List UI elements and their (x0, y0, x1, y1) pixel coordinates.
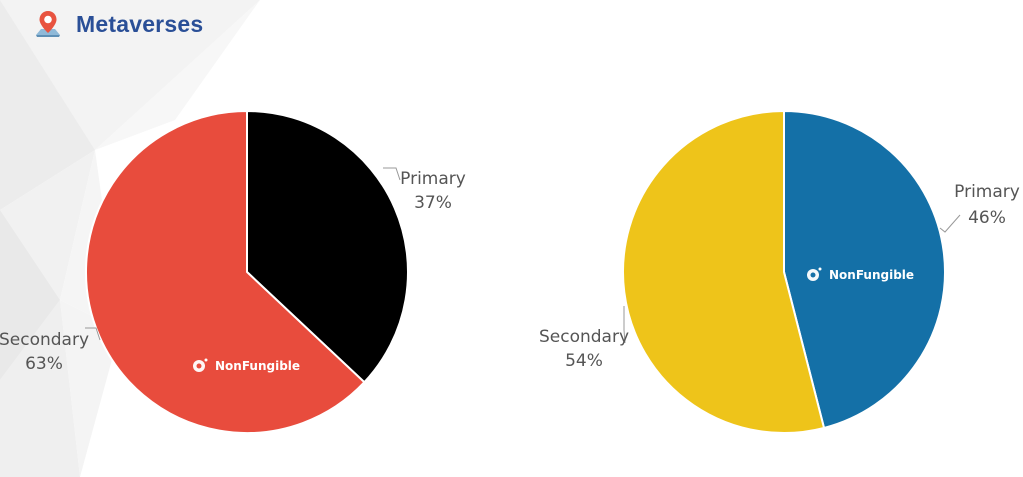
pie1-watermark-text: NonFungible (215, 359, 300, 373)
pie1-value-secondary: 63% (25, 354, 63, 374)
pie2-slice-primary (783, 110, 946, 429)
page-title: Metaverses (76, 10, 204, 37)
pie1-slice-secondary (85, 110, 366, 434)
pie1-leader-primary (383, 167, 401, 181)
map-pin-icon (36, 11, 60, 37)
pie1-leader-secondary (85, 327, 101, 341)
header: Metaverses (34, 7, 203, 41)
pie2-value-secondary: 54% (565, 351, 603, 371)
pie1-value-primary: 37% (414, 193, 452, 213)
pie2-leader-primary (939, 214, 961, 233)
pie2-label-primary: Primary (954, 182, 1020, 202)
pie2-label-secondary: Secondary (539, 327, 629, 347)
pie1-label-secondary: Secondary (0, 330, 89, 350)
pie2-watermark-text: NonFungible (829, 268, 914, 282)
pie2-leader-secondary (623, 306, 626, 344)
pie1-label-primary: Primary (400, 169, 466, 189)
pie1-watermark: NonFungible (193, 358, 300, 373)
pie2-watermark: NonFungible (807, 267, 914, 282)
pie2-slice-secondary (622, 110, 826, 434)
pie2-value-primary: 46% (968, 208, 1006, 228)
pie1-slice-primary (246, 110, 409, 384)
